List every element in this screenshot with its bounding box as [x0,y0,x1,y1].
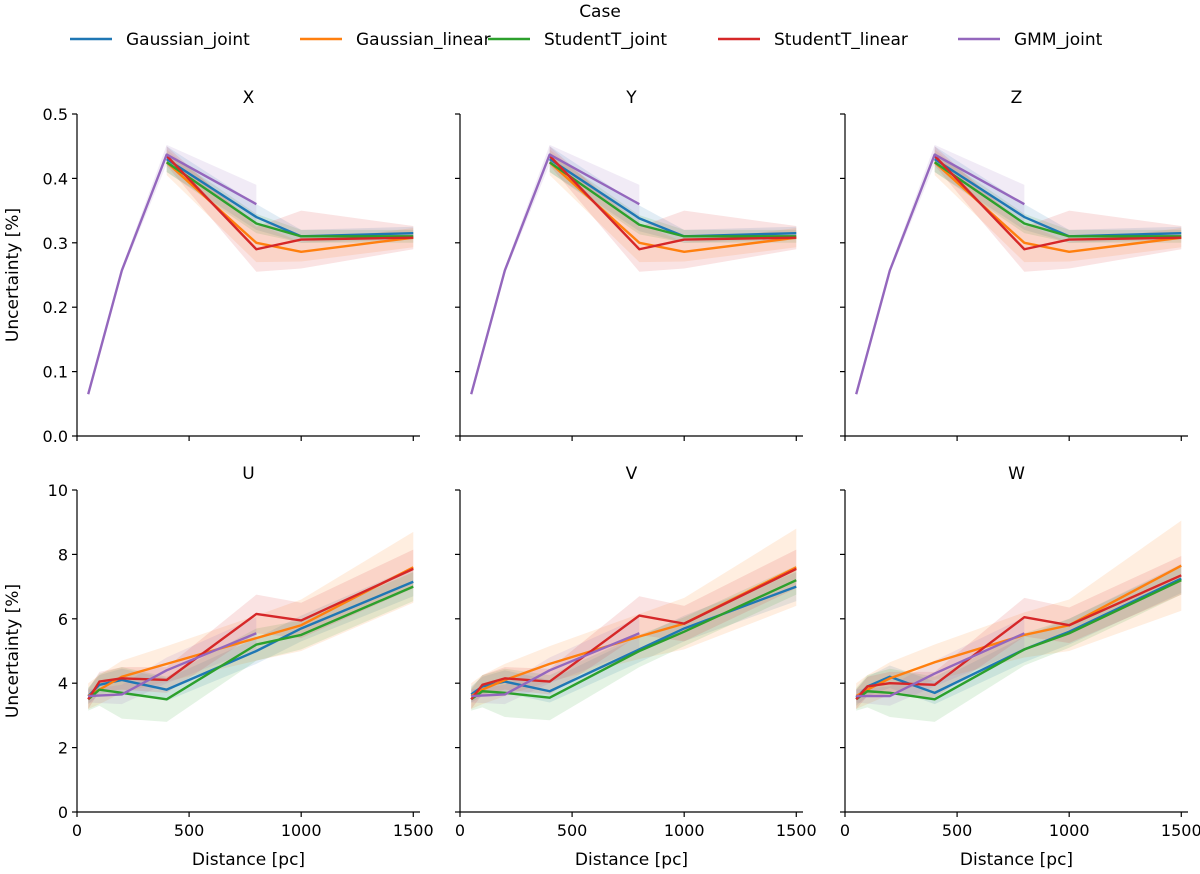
y-tick-label: 6 [58,610,68,629]
x-tick-label: 0 [455,821,465,840]
legend-label-GMM_joint: GMM_joint [1014,30,1103,50]
panel-U: 0 500 1000 1500 0 2 4 6 8 10 U Uncertainty [%] Dista… [3,464,434,870]
x-axis-label: Distance [pc] [192,850,305,870]
series-line-StudentT_linear [165,155,414,251]
band-Gaussian_linear [549,149,797,263]
x-tick-label: 1500 [1161,821,1200,840]
y-tick-label: 8 [58,545,68,564]
x-axis-label: Distance [pc] [960,850,1073,870]
y-tick-label: 10 [48,481,68,500]
y-tick-label: 0.4 [43,169,68,188]
band-Gaussian_linear [88,531,414,709]
x-tick-label: 0 [72,821,82,840]
x-tick-label: 500 [557,821,588,840]
panel-title: W [1008,464,1025,484]
legend-label-StudentT_joint: StudentT_joint [544,30,667,50]
y-axis-label: Uncertainty [%] [3,208,23,342]
legend-label-Gaussian_joint: Gaussian_joint [126,30,250,50]
panel-V: 0 500 1000 1500 V Distance [pc] [455,464,817,870]
series-line-GMM_joint [87,153,257,395]
series-line-StudentT_joint [933,161,1182,238]
series-line-StudentT_joint [470,579,797,701]
series-line-StudentT_linear [548,155,797,251]
y-tick-label: 2 [58,739,68,758]
series-line-GMM_joint [470,153,640,395]
x-tick-label: 1000 [1049,821,1090,840]
series-line-StudentT_linear [87,567,414,700]
band-StudentT_joint [471,565,797,721]
series-line-StudentT_joint [165,161,414,238]
series-line-Gaussian_joint [166,158,414,238]
legend-label-Gaussian_linear: Gaussian_linear [356,30,491,50]
x-tick-label: 500 [174,821,205,840]
band-GMM_joint [88,144,257,396]
series-line-Gaussian_joint [87,580,414,697]
x-tick-label: 1000 [664,821,705,840]
series-line-Gaussian_joint [549,158,797,238]
y-tick-label: 0.0 [43,427,68,446]
x-tick-label: 1500 [776,821,817,840]
panel-title: U [242,464,254,484]
y-tick-label: 0.2 [43,298,68,317]
band-Gaussian_joint [88,567,414,705]
series-line-GMM_joint [856,632,1025,698]
series-line-StudentT_joint [87,585,414,701]
y-tick-label: 0.1 [43,363,68,382]
x-axis-label: Distance [pc] [575,850,688,870]
y-tick-label: 4 [58,674,68,693]
series-line-StudentT_joint [548,161,797,238]
legend: Case Gaussian_joint Gaussian_linear Studen… [70,2,1103,50]
panel-Z: Z [840,88,1188,441]
panel-title: V [626,464,638,484]
series-line-StudentT_joint [855,579,1182,701]
panel-Y: Y [455,88,803,441]
legend-label-StudentT_linear: StudentT_linear [774,30,908,50]
panel-title: Z [1011,88,1023,108]
series-line-GMM_joint [88,632,257,698]
band-Gaussian_linear [166,149,414,263]
band-GMM_joint [856,144,1025,396]
y-tick-label: 0 [58,803,68,822]
series-line-StudentT_linear [470,567,797,701]
band-Gaussian_linear [934,149,1182,263]
band-StudentT_linear [166,146,414,272]
panel-W: 0 500 1000 1500 W Distance [pc] [840,464,1200,870]
band-StudentT_linear [934,146,1182,272]
x-tick-label: 0 [840,821,850,840]
band-StudentT_linear [549,146,797,272]
series-line-StudentT_linear [933,155,1182,251]
y-tick-label: 0.3 [43,234,68,253]
series-line-StudentT_linear [855,574,1182,701]
band-Gaussian_joint [471,572,797,703]
y-tick-label: 0.5 [43,105,68,124]
band-StudentT_linear [856,556,1182,709]
series-line-Gaussian_joint [934,158,1182,238]
x-tick-label: 1000 [281,821,322,840]
x-tick-label: 1500 [393,821,434,840]
x-tick-label: 500 [942,821,973,840]
panel-title: Y [625,88,637,108]
band-GMM_joint [471,144,640,396]
series-line-GMM_joint [471,632,640,698]
panel-X: 0.0 0.1 0.2 0.3 0.4 0.5 X Uncertainty [%] [3,88,420,446]
y-axis-label: Uncertainty [%] [3,584,23,718]
series-line-GMM_joint [855,153,1025,395]
legend-title: Case [579,2,621,22]
panel-title: X [243,88,255,108]
